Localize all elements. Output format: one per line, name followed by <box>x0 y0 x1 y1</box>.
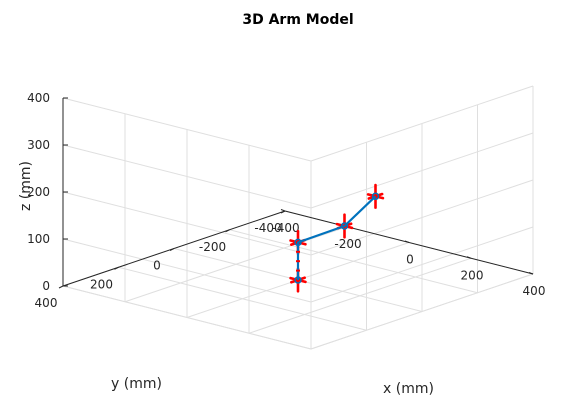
z-tick-label: 0 <box>42 279 50 293</box>
floor-grid-line-y <box>118 266 367 331</box>
grid-lines <box>62 85 534 350</box>
joint-marker <box>294 238 302 247</box>
x-tick-label: -400 <box>272 221 299 235</box>
y-tick-mark <box>58 285 64 289</box>
y-tick-label: 200 <box>90 277 113 291</box>
x-tick-label: 200 <box>461 268 484 282</box>
x-tick-mark <box>466 256 472 259</box>
y-tick-label: 400 <box>35 296 58 310</box>
y-tick-label: -200 <box>199 240 226 254</box>
y-tick-mark <box>280 210 286 214</box>
x-tick-label: -200 <box>334 237 361 251</box>
back-wall-grid-z <box>62 97 312 162</box>
side-wall-grid-z <box>310 179 534 256</box>
z-axis-label: z (mm) <box>18 161 34 211</box>
arm-model-plot <box>289 183 385 293</box>
side-wall-grid-z <box>310 226 534 303</box>
side-wall-grid-z <box>310 132 534 209</box>
x-tick-mark <box>404 240 410 243</box>
joint-marker <box>371 192 380 201</box>
z-tick-label: 400 <box>27 91 50 105</box>
back-wall-grid-z <box>62 285 312 350</box>
x-axis-label: x (mm) <box>383 381 434 397</box>
y-tick-label: 0 <box>153 259 161 273</box>
x-tick-label: 0 <box>406 253 414 267</box>
y-tick-mark <box>169 248 175 251</box>
side-wall-grid-z <box>310 85 534 162</box>
chart-title: 3D Arm Model <box>242 12 353 28</box>
y-tick-mark <box>225 229 230 233</box>
base-joint-marker <box>294 276 302 284</box>
x-tick-mark <box>280 209 286 212</box>
x-tick-mark <box>528 272 534 275</box>
z-tick-label: 200 <box>27 185 50 199</box>
y-tick-label: -400 <box>254 221 281 235</box>
back-wall-grid-z <box>62 144 312 209</box>
x-tick-label: 400 <box>523 284 546 298</box>
tick-labels: -400 -200 0 200 400 -400 -200 0 200 400 0 100 200 300… <box>27 91 545 310</box>
back-wall-grid-z <box>62 238 312 303</box>
z-tick-label: 100 <box>27 232 50 246</box>
y-tick-mark <box>114 266 119 270</box>
z-tick-label: 300 <box>27 138 50 152</box>
back-wall-grid-z <box>62 191 312 256</box>
tick-marks <box>58 97 534 289</box>
joint-marker <box>340 222 349 230</box>
floor-grid-line-y <box>229 229 478 294</box>
y-axis-label: y (mm) <box>111 376 162 392</box>
side-wall-grid-z <box>310 273 534 350</box>
